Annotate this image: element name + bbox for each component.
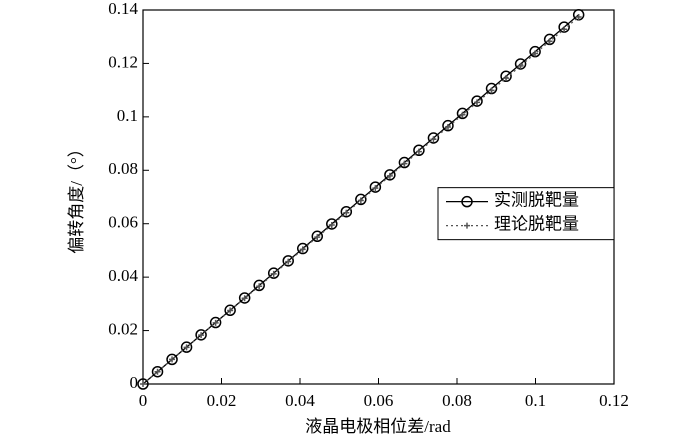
point bbox=[372, 185, 379, 192]
point bbox=[151, 365, 164, 378]
x-tick-label: 0.08 bbox=[442, 391, 472, 410]
point bbox=[282, 255, 294, 267]
point bbox=[183, 344, 190, 351]
point bbox=[369, 181, 382, 193]
point bbox=[517, 62, 524, 69]
point bbox=[456, 107, 469, 120]
point bbox=[227, 307, 234, 314]
point bbox=[459, 111, 466, 118]
point bbox=[137, 378, 149, 390]
point bbox=[384, 169, 396, 181]
point bbox=[328, 222, 335, 229]
legend-marker bbox=[461, 195, 473, 208]
point bbox=[256, 283, 263, 290]
point bbox=[474, 99, 481, 106]
y-tick-label: 0 bbox=[130, 373, 139, 392]
point bbox=[413, 144, 425, 156]
point bbox=[296, 242, 309, 255]
point bbox=[311, 230, 324, 243]
point bbox=[166, 353, 178, 366]
point bbox=[415, 148, 422, 155]
point bbox=[224, 304, 236, 317]
point bbox=[212, 319, 219, 326]
point bbox=[488, 87, 495, 94]
point bbox=[343, 209, 350, 216]
point bbox=[444, 124, 451, 131]
y-tick-label: 0.04 bbox=[108, 266, 138, 285]
point bbox=[500, 70, 512, 83]
point bbox=[140, 381, 146, 387]
x-tick-label: 0.06 bbox=[364, 391, 394, 410]
y-tick-label: 0.12 bbox=[108, 52, 138, 71]
x-tick-label: 0.02 bbox=[207, 391, 237, 410]
point bbox=[169, 356, 176, 363]
point bbox=[575, 13, 582, 20]
y-tick-label: 0.14 bbox=[108, 0, 138, 18]
point bbox=[532, 50, 539, 57]
y-tick-label: 0.06 bbox=[108, 213, 138, 232]
point bbox=[543, 33, 556, 46]
point bbox=[503, 75, 510, 82]
x-axis-label: 液晶电极相位差/rad bbox=[305, 417, 451, 436]
point bbox=[198, 332, 205, 339]
x-tick-label: 0.1 bbox=[525, 391, 546, 410]
point bbox=[154, 368, 161, 375]
point bbox=[314, 234, 321, 241]
x-tick-label: 0.12 bbox=[599, 391, 629, 410]
point bbox=[546, 38, 553, 45]
point bbox=[180, 341, 193, 353]
point bbox=[326, 218, 338, 230]
point bbox=[442, 119, 454, 132]
x-tick-label: 0.04 bbox=[285, 391, 315, 410]
y-axis-label: 偏转角度/（°） bbox=[67, 140, 86, 254]
point bbox=[401, 160, 408, 167]
y-tick-label: 0.1 bbox=[117, 106, 138, 125]
point bbox=[285, 258, 292, 265]
point bbox=[253, 279, 265, 292]
point bbox=[238, 292, 251, 304]
point bbox=[514, 58, 527, 70]
point bbox=[209, 316, 222, 329]
legend-label: 实测脱靶量 bbox=[494, 191, 579, 210]
point bbox=[398, 156, 411, 169]
y-tick-label: 0.02 bbox=[108, 319, 138, 338]
point bbox=[471, 95, 483, 107]
legend-marker bbox=[464, 222, 470, 229]
legend-label: 理论脱靶量 bbox=[494, 215, 579, 234]
x-tick-label: 0 bbox=[139, 391, 148, 410]
point bbox=[270, 270, 277, 277]
point bbox=[241, 295, 248, 302]
point bbox=[529, 45, 541, 58]
point bbox=[485, 82, 498, 95]
point bbox=[195, 329, 207, 341]
point bbox=[299, 246, 306, 253]
point bbox=[267, 267, 280, 279]
point bbox=[386, 172, 393, 179]
point bbox=[357, 197, 364, 204]
y-tick-label: 0.08 bbox=[108, 159, 138, 178]
point bbox=[340, 205, 353, 218]
point bbox=[561, 26, 568, 33]
point bbox=[355, 193, 367, 206]
point bbox=[430, 136, 437, 143]
point bbox=[427, 132, 440, 144]
